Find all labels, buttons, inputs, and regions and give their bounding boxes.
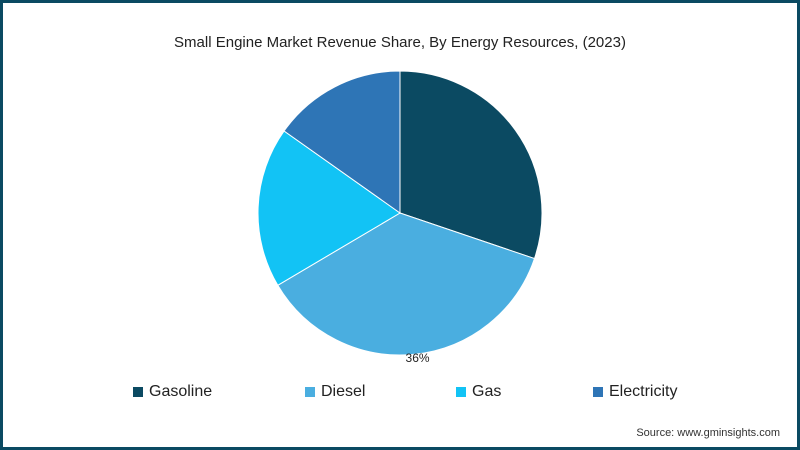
pie-slice-gas xyxy=(257,130,401,286)
legend-swatch xyxy=(593,387,603,397)
chart-title: Small Engine Market Revenue Share, By En… xyxy=(174,34,626,51)
legend-swatch xyxy=(305,387,315,397)
legend-swatch xyxy=(456,387,466,397)
legend-item-gas: Gas xyxy=(456,383,501,401)
legend-label: Gasoline xyxy=(149,383,213,400)
legend: Gasoline Diesel Gas Electricity xyxy=(0,383,800,403)
data-label-diesel: 36% xyxy=(406,351,430,365)
legend-label: Gas xyxy=(472,383,502,400)
pie-slice-electricity xyxy=(283,70,401,214)
legend-swatch xyxy=(133,387,143,397)
legend-item-electricity: Electricity xyxy=(593,383,677,401)
legend-item-diesel: Diesel xyxy=(305,383,365,401)
legend-label: Diesel xyxy=(321,383,366,400)
source-text: Source: www.gminsights.com xyxy=(636,427,780,439)
legend-label: Electricity xyxy=(609,383,678,400)
legend-item-gasoline: Gasoline xyxy=(133,383,212,401)
pie-slice-diesel xyxy=(277,212,536,356)
pie-slice-gasoline xyxy=(399,70,543,260)
